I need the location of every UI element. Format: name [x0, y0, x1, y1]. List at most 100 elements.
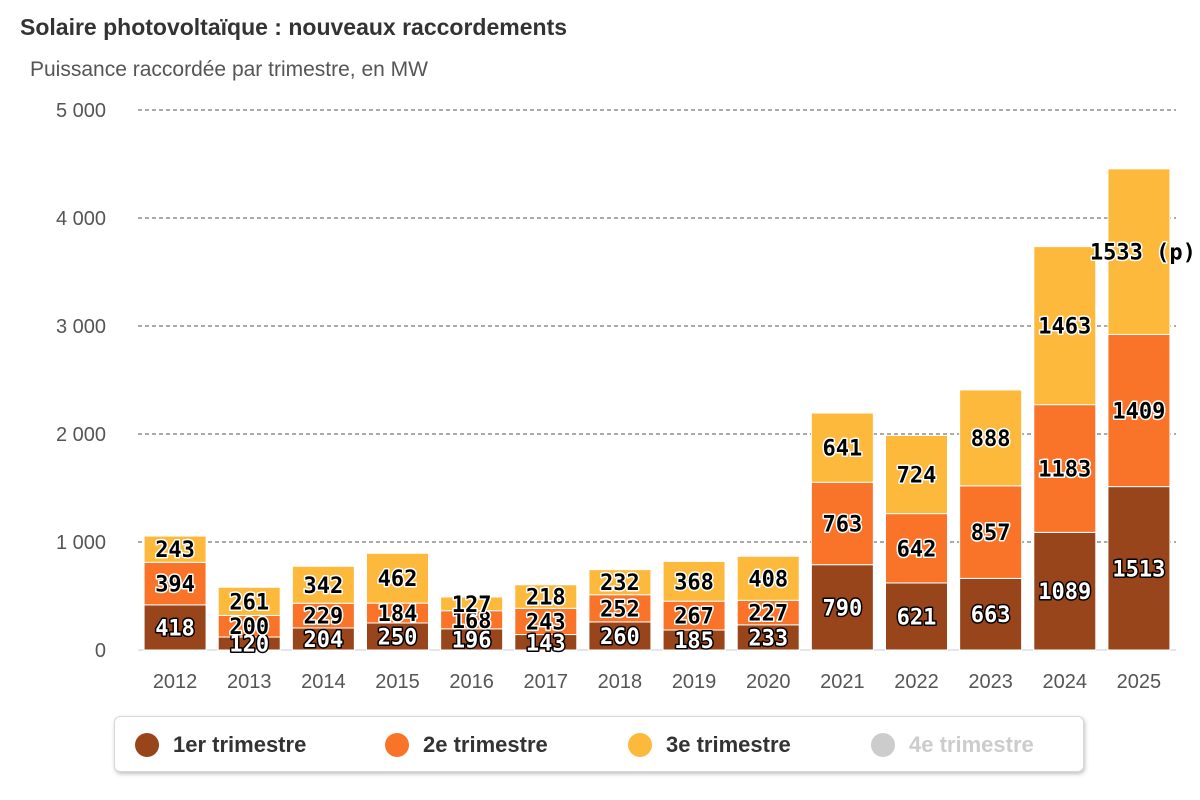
- bar-segment: [959, 485, 1023, 579]
- bar-segment: [885, 582, 948, 651]
- x-tick-label: 2022: [894, 671, 939, 693]
- data-label: 462: [378, 567, 418, 592]
- bar-segment: [885, 434, 948, 515]
- data-label: 127: [452, 593, 492, 618]
- x-tick-label: 2024: [1043, 671, 1088, 693]
- data-label: 229: [303, 605, 343, 630]
- legend-q2-dot-icon: [385, 733, 409, 757]
- data-label: 1089: [1038, 580, 1091, 605]
- data-label: 1409: [1112, 400, 1165, 425]
- x-tick-label: 2018: [598, 671, 643, 693]
- data-label: 184: [378, 602, 418, 627]
- legend: 1er trimestre 2e trimestre 3e trimestre …: [114, 716, 1084, 772]
- data-label: 143: [526, 631, 566, 656]
- data-label: 243: [526, 610, 566, 635]
- x-tick-label: 2020: [746, 671, 791, 693]
- bar-segment: [143, 535, 207, 563]
- data-label: 621: [897, 605, 937, 630]
- legend-q3-label: 3e trimestre: [666, 732, 791, 757]
- legend-q1-dot-icon: [135, 733, 159, 757]
- data-label: 1463: [1038, 315, 1091, 340]
- y-tick-label: 5 000: [56, 100, 106, 122]
- bar-segment: [366, 552, 429, 604]
- bar-segment: [810, 481, 874, 566]
- legend-q3-dot-icon: [628, 733, 652, 757]
- x-tick-label: 2023: [968, 671, 1013, 693]
- data-label: 663: [971, 603, 1011, 628]
- data-label: 227: [748, 602, 788, 627]
- data-label: 394: [155, 573, 195, 598]
- data-label: 724: [897, 464, 937, 489]
- x-tick-label: 2015: [375, 671, 420, 693]
- data-label: 641: [822, 437, 862, 462]
- data-label: 261: [229, 590, 269, 615]
- bar-segment: [143, 604, 207, 651]
- bar-segment: [291, 565, 355, 604]
- data-label: 1533 (p): [1090, 241, 1196, 266]
- bar-segment: [588, 569, 652, 596]
- bar-segment: [514, 584, 578, 609]
- data-label: 196: [452, 628, 492, 653]
- data-label: 763: [822, 512, 862, 537]
- legend-item-q3[interactable]: 3e trimestre: [628, 717, 791, 773]
- bar-segment: [810, 412, 874, 483]
- data-label: 857: [971, 521, 1011, 546]
- legend-q4-dot-icon: [871, 733, 895, 757]
- x-tick-label: 2012: [153, 671, 198, 693]
- legend-q4-label: 4e trimestre: [909, 732, 1034, 757]
- legend-item-q4[interactable]: 4e trimestre: [871, 717, 1034, 773]
- data-label: 642: [897, 537, 937, 562]
- legend-item-q1[interactable]: 1er trimestre: [135, 717, 306, 773]
- x-tick-label: 2014: [301, 671, 346, 693]
- data-label: 200: [229, 615, 269, 640]
- legend-q2-label: 2e trimestre: [423, 732, 548, 757]
- x-tick-label: 2013: [227, 671, 272, 693]
- data-label: 250: [378, 626, 418, 651]
- bar-segment: [588, 621, 652, 651]
- y-tick-label: 4 000: [56, 208, 106, 230]
- data-label: 267: [674, 605, 714, 630]
- bar-segment: [1107, 168, 1171, 335]
- data-label: 204: [303, 628, 343, 653]
- data-label: 408: [748, 567, 788, 592]
- data-label: 233: [748, 626, 788, 651]
- y-tick-label: 0: [95, 640, 106, 662]
- bar-segment: [1033, 404, 1097, 533]
- x-tick-label: 2021: [820, 671, 865, 693]
- data-label: 243: [155, 538, 195, 563]
- data-label: 1183: [1038, 458, 1091, 483]
- bar-segment: [662, 560, 726, 602]
- bar-segment: [1107, 333, 1171, 488]
- bar-segment: [217, 586, 281, 616]
- data-label: 168: [452, 609, 492, 634]
- x-tick-label: 2017: [524, 671, 569, 693]
- bar-segment: [736, 599, 800, 626]
- bar-segment: [736, 555, 800, 601]
- data-label: 120: [229, 633, 269, 658]
- y-tick-label: 2 000: [56, 424, 106, 446]
- legend-q1-label: 1er trimestre: [173, 732, 307, 757]
- data-label: 418: [155, 616, 195, 641]
- bar-segment: [440, 596, 504, 612]
- data-label: 368: [674, 570, 714, 595]
- chart-title: Solaire photovoltaïque : nouveaux raccor…: [20, 14, 568, 40]
- data-label: 252: [600, 597, 640, 622]
- legend-item-q2[interactable]: 2e trimestre: [385, 717, 548, 773]
- bar-segment: [514, 607, 578, 636]
- bar-segment: [143, 561, 207, 606]
- bar-segment: [736, 624, 800, 651]
- chart-subtitle: Puissance raccordée par trimestre, en MW: [30, 58, 428, 81]
- data-label: 342: [303, 574, 343, 599]
- data-label: 1513: [1112, 557, 1165, 582]
- x-tick-label: 2019: [672, 671, 717, 693]
- data-label: 260: [600, 625, 640, 650]
- data-label: 185: [674, 629, 714, 654]
- y-tick-label: 3 000: [56, 316, 106, 338]
- bar-segment: [1033, 531, 1097, 651]
- data-label: 218: [526, 586, 566, 611]
- data-label: 232: [600, 571, 640, 596]
- bar-segment: [810, 564, 874, 651]
- x-tick-label: 2016: [449, 671, 494, 693]
- data-label: 790: [822, 596, 862, 621]
